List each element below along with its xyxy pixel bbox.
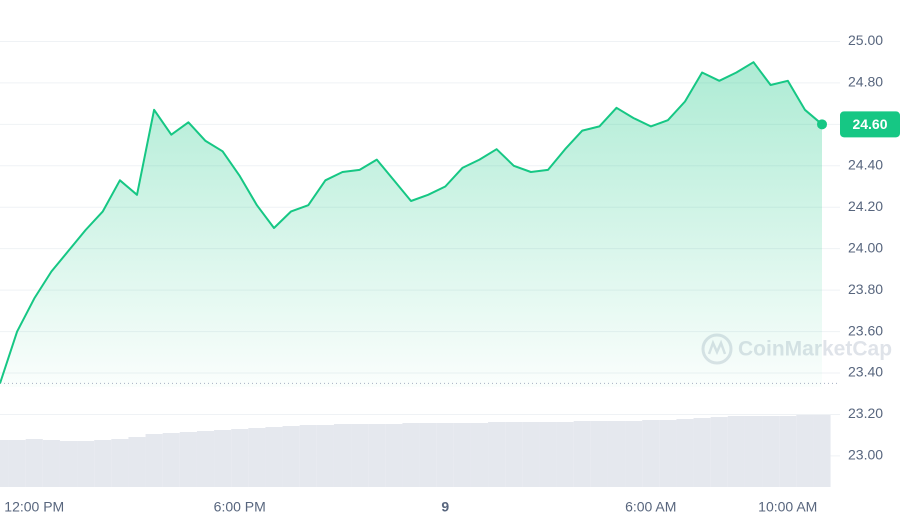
- volume-bar: [282, 426, 300, 487]
- volume-bar: [265, 427, 283, 487]
- volume-bar: [59, 441, 78, 487]
- volume-bar: [676, 419, 694, 487]
- volume-bar: [231, 429, 249, 487]
- y-tick-label: 23.20: [848, 405, 883, 421]
- y-tick-label: 24.40: [848, 156, 883, 172]
- volume-bar: [419, 423, 437, 487]
- y-tick-label: 23.60: [848, 322, 883, 338]
- x-tick-label: 6:00 AM: [625, 499, 676, 515]
- volume-bar: [488, 422, 506, 487]
- volume-bar: [727, 416, 745, 487]
- volume-bar: [299, 425, 317, 487]
- volume-bar: [659, 420, 677, 487]
- volume-bar: [744, 416, 763, 487]
- y-tick-label: 23.40: [848, 364, 883, 380]
- volume-bar: [522, 422, 540, 487]
- volume-bar: [590, 421, 608, 487]
- x-tick-label: 6:00 PM: [214, 499, 266, 515]
- price-line: [0, 61, 823, 384]
- volume-bar: [436, 423, 454, 487]
- volume-bar: [813, 415, 831, 487]
- volume-bar: [368, 424, 386, 487]
- volume-bar: [505, 422, 523, 487]
- volume-bar: [453, 423, 471, 487]
- volume-bar: [0, 440, 9, 487]
- volume-bar: [214, 430, 232, 487]
- y-tick-label: 23.80: [848, 281, 883, 297]
- y-tick-label: 23.00: [848, 447, 883, 463]
- x-tick-label: 10:00 AM: [758, 499, 817, 515]
- volume-bar: [94, 440, 112, 487]
- area: [0, 62, 822, 387]
- volume-bar: [710, 417, 728, 487]
- volume-bar: [625, 421, 643, 487]
- x-tick-label: 9: [441, 499, 449, 515]
- volume-bar: [25, 439, 43, 487]
- last-price-badge: [840, 111, 900, 138]
- volume-bar: [385, 424, 403, 487]
- volume-bar: [77, 441, 95, 487]
- volume-bar: [42, 440, 60, 487]
- volume-bar: [402, 423, 420, 487]
- volume-bar: [162, 433, 180, 487]
- last-price-dot: [817, 119, 827, 130]
- volume-bar: [128, 437, 146, 487]
- y-tick-label: 25.00: [848, 32, 883, 48]
- x-tick-label: 12:00 PM: [4, 499, 64, 515]
- y-tick-label: 24.80: [848, 74, 883, 90]
- volume-bar: [351, 424, 369, 487]
- volume-bar: [470, 423, 489, 487]
- volume-bar: [607, 421, 626, 487]
- last-price-label: 24.60: [852, 116, 887, 132]
- volume-bar: [196, 431, 215, 487]
- volume-bar: [111, 439, 129, 487]
- volume-bar: [539, 422, 557, 487]
- volume-bar: [556, 422, 574, 487]
- volume-bar: [573, 421, 591, 487]
- y-tick-label: 24.00: [848, 239, 883, 255]
- volume-bar: [316, 425, 334, 487]
- volume-bar: [248, 428, 266, 487]
- volume-bar: [779, 416, 797, 487]
- volume-bar: [796, 415, 814, 487]
- volume-bar: [8, 440, 26, 487]
- volume-bar: [333, 424, 352, 487]
- volume-bar: [693, 418, 711, 487]
- volume-bar: [145, 434, 163, 487]
- volume-bar: [642, 420, 660, 487]
- y-tick-label: 24.20: [848, 198, 883, 214]
- volume-bar: [762, 416, 780, 487]
- volume-bar: [179, 432, 197, 487]
